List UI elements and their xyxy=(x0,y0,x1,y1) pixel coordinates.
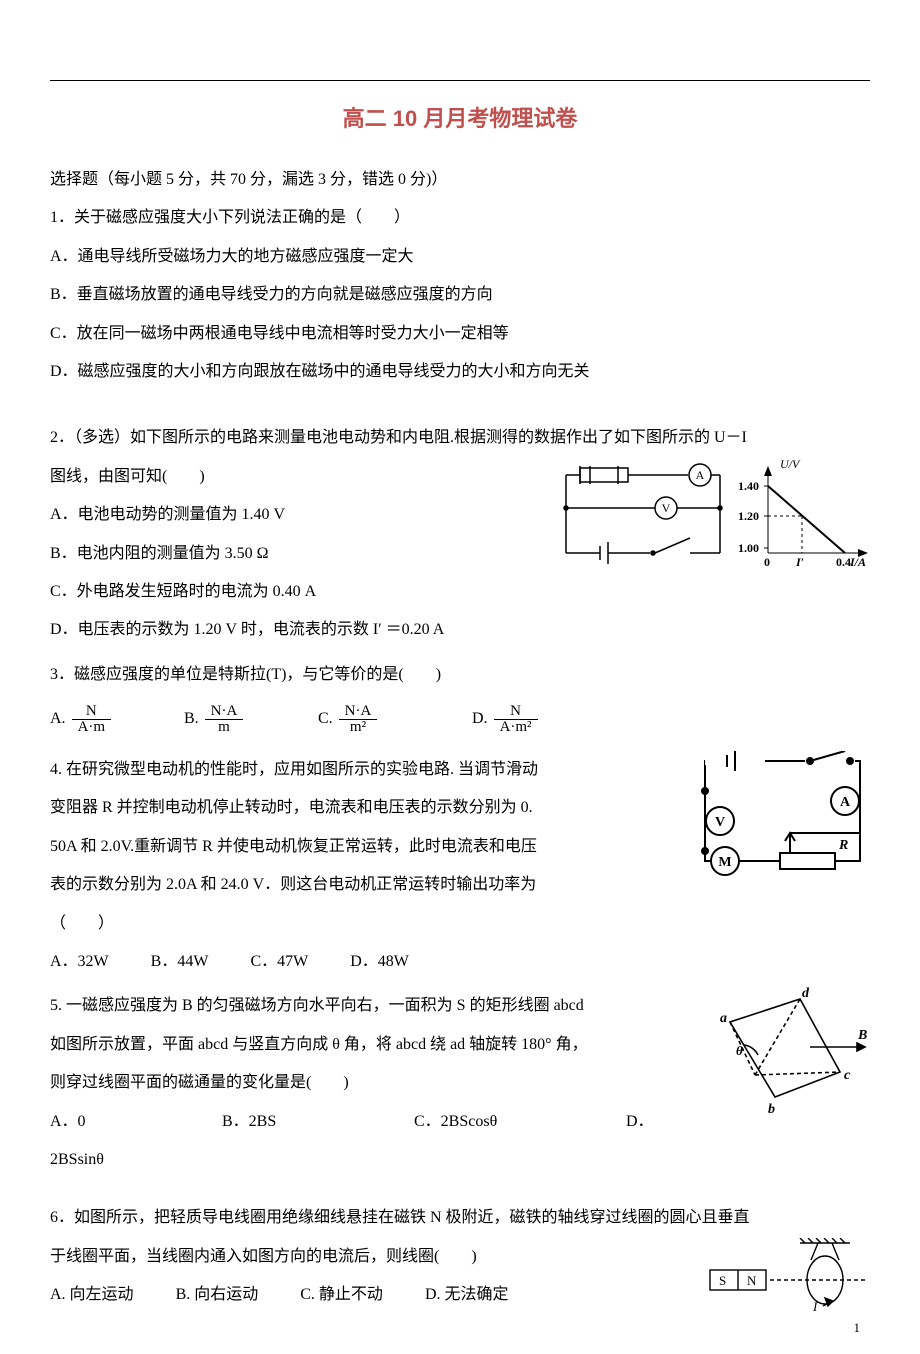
page-number: 1 xyxy=(854,1320,861,1336)
q5-svg: a b c d B θ xyxy=(710,987,870,1127)
q4-figure: V A M R xyxy=(695,751,870,891)
q5-a: a xyxy=(720,1011,727,1026)
q5-opt-c: C．2BScosθ xyxy=(414,1103,584,1141)
q2-xtick-0: 0 xyxy=(764,555,770,569)
q2-xlabel: I/A xyxy=(849,555,866,569)
q4-opt-d: D．48W xyxy=(350,953,409,970)
q3-a-prefix: A. xyxy=(50,710,66,727)
q6-opt-c: C. 静止不动 xyxy=(300,1286,383,1303)
q3-frac-d: N A·m² xyxy=(494,704,538,735)
q5-c: c xyxy=(844,1068,851,1083)
q4-opt-a: A．32W xyxy=(50,953,109,970)
q4-a: A xyxy=(840,795,851,810)
q3-frac-b: N·A m xyxy=(205,704,244,735)
q6-opt-d: D. 无法确定 xyxy=(425,1286,509,1303)
q1-stem: 1．关于磁感应强度大小下列说法正确的是（ ） xyxy=(50,199,870,237)
q5-d: d xyxy=(802,987,810,1001)
question-3: 3．磁感应强度的单位是特斯拉(T)，与它等价的是( ) A. N A·m B. … xyxy=(50,656,870,745)
q4-r: R xyxy=(838,838,848,853)
q5-figure: a b c d B θ xyxy=(710,987,870,1132)
q6-opt-b: B. 向右运动 xyxy=(176,1286,259,1303)
q3-frac-a: N A·m xyxy=(72,704,112,735)
q6-figure: S N I xyxy=(705,1238,870,1318)
top-rule xyxy=(50,80,870,81)
q2-xtick-2: 0.4 xyxy=(836,555,851,569)
q5-theta: θ xyxy=(736,1043,743,1058)
q2-svg: A V U/V 1.40 1.20 1.00 xyxy=(560,458,870,578)
q1-opt-b: B．垂直磁场放置的通电导线受力的方向就是磁感应强度的方向 xyxy=(50,276,870,314)
q3-options: A. N A·m B. N·A m C. N·A m² xyxy=(50,694,870,745)
q4-opt-c: C．47W xyxy=(250,953,308,970)
q3-c-prefix: C. xyxy=(318,710,333,727)
q2-opt-d: D．电压表的示数为 1.20 V 时，电流表的示数 I′ ＝0.20 A xyxy=(50,611,870,649)
q4-m: M xyxy=(718,855,731,870)
q5-B: B xyxy=(857,1028,867,1043)
instructions: 选择题（每小题 5 分，共 70 分，漏选 3 分，错选 0 分)） xyxy=(50,161,870,199)
question-1: 1．关于磁感应强度大小下列说法正确的是（ ） A．通电导线所受磁场力大的地方磁感… xyxy=(50,199,870,391)
question-5: a b c d B θ 5. 一磁感应强度为 B 的匀强磁场方向水平向右，一面积… xyxy=(50,987,870,1179)
q1-opt-d: D．磁感应强度的大小和方向跟放在磁场中的通电导线受力的大小和方向无关 xyxy=(50,353,870,391)
question-2: 2．（多选）如下图所示的电路来测量电池电动势和内电阻.根据测得的数据作出了如下图… xyxy=(50,419,870,649)
ammeter-label: A xyxy=(696,468,705,482)
exam-title: 高二 10 月月考物理试卷 xyxy=(50,101,870,133)
q5-opt-b: B．2BS xyxy=(222,1103,372,1141)
q4-svg: V A M R xyxy=(695,751,870,886)
q2-stem1: 2．（多选）如下图所示的电路来测量电池电动势和内电阻.根据测得的数据作出了如下图… xyxy=(50,419,870,457)
q2-ytick-1: 1.20 xyxy=(738,509,759,523)
q2-ylabel: U/V xyxy=(780,458,801,471)
q4-l5: （ ） xyxy=(50,905,870,943)
question-6: 6．如图所示，把轻质导电线圈用绝缘细线悬挂在磁铁 N 极附近，磁铁的轴线穿过线圈… xyxy=(50,1199,870,1317)
q4-v: V xyxy=(715,815,725,830)
q1-opt-c: C．放在同一磁场中两根通电导线中电流相等时受力大小一定相等 xyxy=(50,315,870,353)
q3-stem: 3．磁感应强度的单位是特斯拉(T)，与它等价的是( ) xyxy=(50,656,870,694)
q5-opt-a: A．0 xyxy=(50,1103,180,1141)
q4-options: A．32W B．44W C．47W D．48W xyxy=(50,943,870,981)
q6-s: S xyxy=(719,1273,726,1288)
q1-opt-a: A．通电导线所受磁场力大的地方磁感应强度一定大 xyxy=(50,238,870,276)
q5-b: b xyxy=(768,1102,775,1117)
question-4: V A M R 4. 在研究微型电动机的性能时，应用如图所示的实验电路. 当调节… xyxy=(50,751,870,981)
q2-ytick-0: 1.40 xyxy=(738,479,759,493)
q6-i: I xyxy=(812,1299,818,1313)
q4-opt-b: B．44W xyxy=(151,953,209,970)
q3-b-prefix: B. xyxy=(184,710,199,727)
q3-frac-c: N·A m² xyxy=(339,704,378,735)
q6-opt-a: A. 向左运动 xyxy=(50,1286,134,1303)
q6-l1: 6．如图所示，把轻质导电线圈用绝缘细线悬挂在磁铁 N 极附近，磁铁的轴线穿过线圈… xyxy=(50,1199,870,1237)
q6-n: N xyxy=(747,1273,757,1288)
q3-d-prefix: D. xyxy=(472,710,488,727)
voltmeter-label: V xyxy=(662,501,671,515)
q2-figures: A V U/V 1.40 1.20 1.00 xyxy=(560,458,870,583)
q2-ytick-2: 1.00 xyxy=(738,541,759,555)
q2-xtick-1: I′ xyxy=(795,555,804,569)
